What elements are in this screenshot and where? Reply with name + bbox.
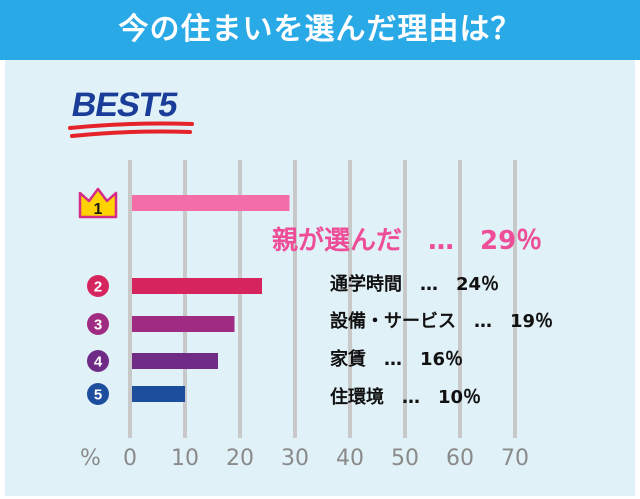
axis-unit-label: % bbox=[80, 446, 101, 471]
chart-title: 今の住まいを選んだ理由は？ bbox=[118, 12, 522, 47]
bar-rank-5 bbox=[132, 386, 185, 402]
rank-circle-5 bbox=[87, 383, 109, 405]
bar-rank-3 bbox=[132, 316, 235, 332]
x-tick-label-50: 50 bbox=[391, 446, 419, 471]
x-tick-label-0: 0 bbox=[123, 446, 137, 471]
x-tick-label-40: 40 bbox=[336, 446, 364, 471]
value-label-5: 住環境 … 10％ bbox=[330, 387, 482, 408]
best5-underline-1 bbox=[68, 121, 194, 130]
rank-circle-3 bbox=[87, 313, 109, 335]
rank-label-5: 5 bbox=[94, 387, 102, 404]
bar-rank-4 bbox=[132, 353, 218, 369]
bar-rank-1 bbox=[132, 195, 290, 211]
best5-badge: BEST5 bbox=[68, 86, 181, 124]
rank-circle-4 bbox=[87, 350, 109, 372]
rank-label-3: 3 bbox=[94, 317, 102, 334]
rank-circle-2 bbox=[87, 275, 109, 297]
x-tick-label-10: 10 bbox=[171, 446, 199, 471]
value-label-3: 設備・サービス … 19％ bbox=[330, 311, 554, 332]
value-label-1: 親が選んだ … 29％ bbox=[272, 226, 543, 256]
best5-underline-2 bbox=[70, 129, 192, 138]
rank-label-1: 1 bbox=[94, 201, 103, 218]
x-tick-label-20: 20 bbox=[226, 446, 254, 471]
bar-rank-2 bbox=[132, 278, 262, 294]
x-tick-label-60: 60 bbox=[446, 446, 474, 471]
value-label-4: 家賃 … 16％ bbox=[330, 349, 464, 370]
header-bar bbox=[0, 0, 640, 60]
rank-label-2: 2 bbox=[94, 279, 102, 296]
crown-icon bbox=[78, 187, 118, 219]
rank-label-4: 4 bbox=[94, 354, 103, 371]
value-label-2: 通学時間 … 24％ bbox=[330, 274, 500, 295]
x-tick-label-70: 70 bbox=[501, 446, 529, 471]
x-tick-label-30: 30 bbox=[281, 446, 309, 471]
